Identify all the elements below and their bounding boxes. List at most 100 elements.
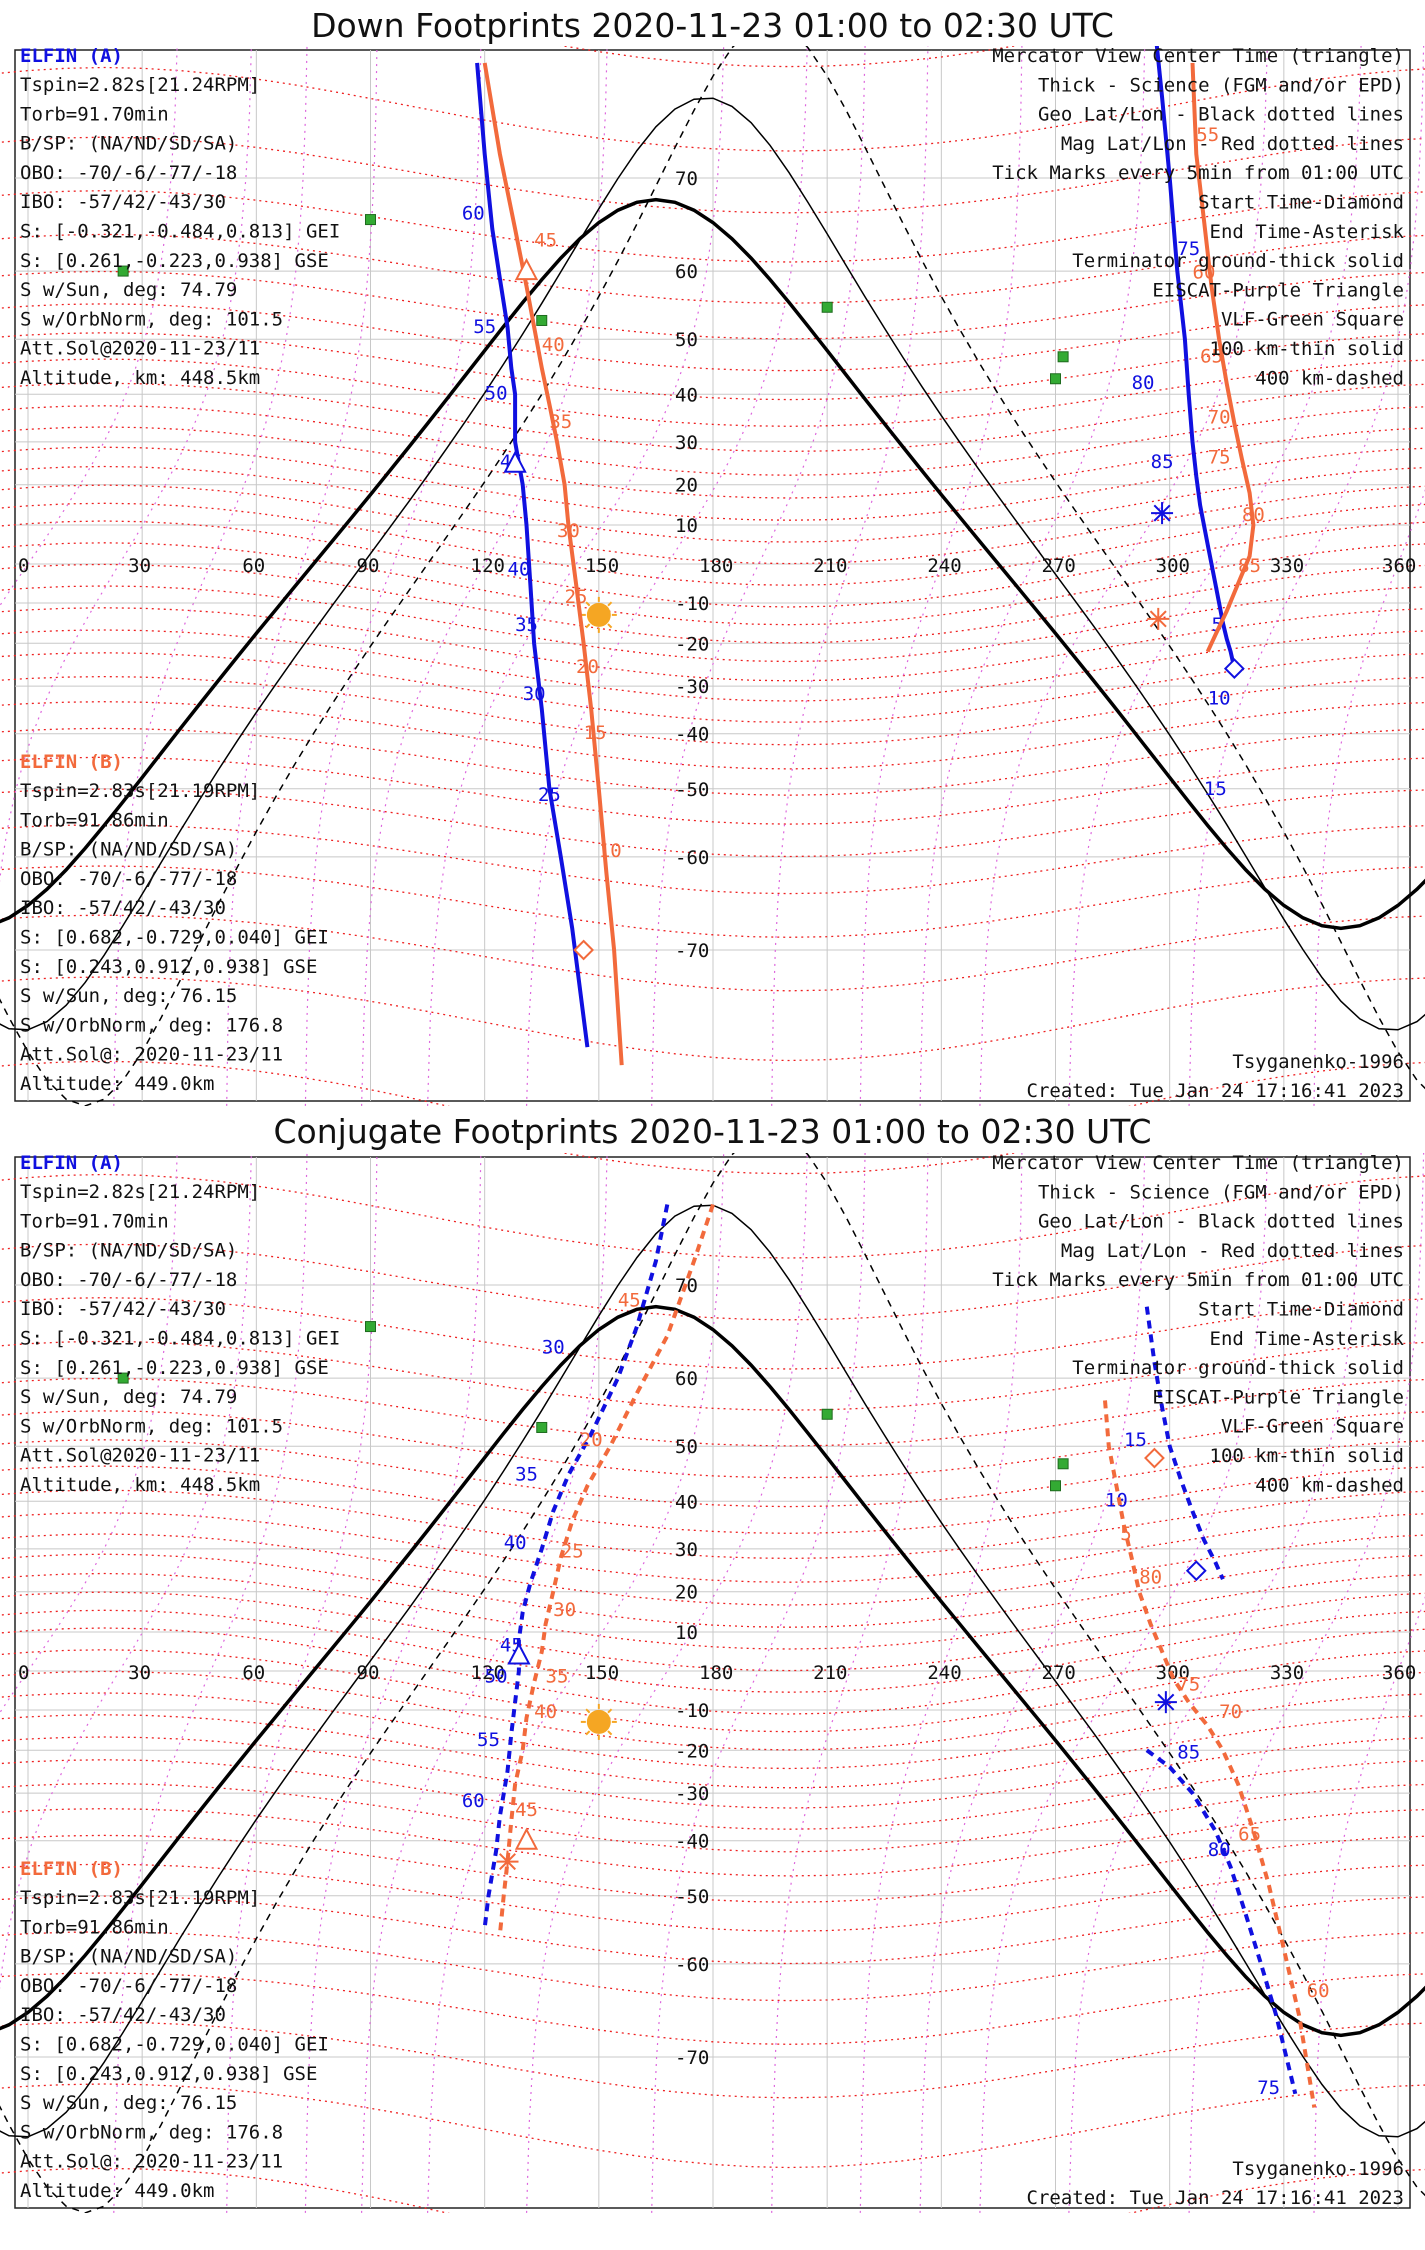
p2-elfin-a-track-a [482, 1204, 670, 1928]
p1-vlf-square [536, 314, 548, 326]
p2-elfin-a-track-c [1145, 1748, 1298, 2095]
p2-mag-lat-line [0, 1972, 1425, 2045]
p2-elfin-a-info-line: S w/OrbNorm, deg: 101.5 [20, 1415, 283, 1437]
p2-elfin-a-tick-label: 75 [1257, 2077, 1280, 2099]
p2-y-tick-label: 50 [675, 1436, 698, 1458]
p1-terminator-ground [0, 197, 1425, 931]
p2-elfin-a-tick-label: 40 [504, 1532, 527, 1554]
p1-mag-lat-line [0, 675, 1425, 746]
p1-elfin-a-tick-label: 40 [508, 559, 531, 581]
p1-x-tick-label: 120 [471, 555, 505, 577]
p1-mag-lat-line [0, 405, 1425, 476]
p1-x-tick-label: 60 [242, 555, 265, 577]
p1-elfin-b-track-b [1190, 62, 1256, 653]
p2-elfin-b-info-line: Tspin=2.83s[21.19RPM] [20, 1887, 260, 1909]
p1-mag-lat-line [0, 585, 1425, 663]
p1-mag-lat-line [0, 332, 1425, 401]
p1-elfin-b-info-line: B/SP: (NA/ND/SD/SA) [20, 839, 237, 861]
p1-elfin-b-name: ELFIN (B) [20, 751, 123, 773]
p1-y-tick-label: 30 [675, 432, 698, 454]
p2-legend-line: Mercator View Center Time (triangle) [992, 1153, 1404, 1174]
p1-mag-lat-line [0, 190, 1425, 263]
p2-elfin-a-info-line: S: [0.261,-0.223,0.938] GSE [20, 1357, 329, 1379]
p1-elfin-a-info-line: Altitude, km: 448.5km [20, 367, 260, 389]
p1-elfin-a-tick-label: 55 [473, 316, 496, 338]
p2-elfin-b-tick-label: 75 [1177, 1673, 1200, 1695]
p1-mag-lat-line [0, 502, 1425, 586]
p1-mag-lat-line [0, 914, 1425, 992]
p2-elfin-a-info-line: S w/Sun, deg: 74.79 [20, 1386, 237, 1408]
p1-x-tick-label: 150 [585, 555, 619, 577]
p1-elfin-b-start-diamond [573, 939, 595, 961]
p1-mag-lat-line [0, 66, 1425, 152]
p2-elfin-a-tick-label: 50 [485, 1666, 508, 1688]
p2-mag-lat-line [0, 1340, 1425, 1411]
p1-elfin-b-tick-label: 60 [1193, 262, 1216, 284]
p1-y-tick-label: -40 [675, 724, 709, 746]
p1-mag-lat-line [0, 976, 1425, 1062]
p2-mag-lat-line [0, 1377, 1425, 1447]
p2-mag-lat-line [0, 1591, 1425, 1672]
p2-mag-lat-line [0, 1173, 1425, 1259]
p2-legend-line: Terminator ground-thick solid [1072, 1357, 1404, 1379]
p2-y-tick-label: -30 [675, 1783, 709, 1805]
p1-elfin-b-tick-label: 15 [584, 722, 607, 744]
p2-elfin-a-tick-label: 55 [477, 1729, 500, 1751]
p2-elfin-a-info-line: OBO: -70/-6/-77/-18 [20, 1269, 237, 1291]
p1-elfin-b-info-line: S w/OrbNorm, deg: 176.8 [20, 1014, 283, 1036]
p1-elfin-b-info-line: Torb=91.86min [20, 809, 169, 831]
p1-mag-lon-line [0, 46, 178, 607]
p2-mag-lat-line [0, 1649, 1425, 1733]
p2-legend-line: 100 km-thin solid [1210, 1445, 1404, 1467]
p2-elfin-a-info-line: B/SP: (NA/ND/SD/SA) [20, 1240, 237, 1262]
p2-mag-lat-line [0, 2083, 1425, 2169]
p1-legend-line: End Time-Asterisk [1210, 221, 1405, 243]
p1-mag-lat-line [0, 465, 1425, 543]
p2-elfin-b-tick-label: 60 [1307, 1980, 1330, 2002]
p2-mag-lon-line [0, 1153, 178, 1714]
p2-model-label: Tsyganenko-1996 [1232, 2158, 1404, 2180]
p2-mag-lat-line [0, 1243, 1425, 1321]
p2-elfin-b-info-line: OBO: -70/-6/-77/-18 [20, 1975, 237, 1997]
p1-y-tick-label: 70 [675, 168, 698, 190]
p2-x-tick-label: 30 [128, 1662, 151, 1684]
p1-legend-line: Mercator View Center Time (triangle) [992, 46, 1404, 67]
p1-mag-lat-line [0, 701, 1425, 770]
p2-elfin-a-center-triangle [507, 1642, 531, 1665]
p1-legend-line: EISCAT-Purple Triangle [1152, 279, 1404, 301]
p1-x-tick-label: 90 [357, 555, 380, 577]
p2-elfin-b-tick-label: 45 [515, 1799, 538, 1821]
p1-vlf-square [117, 265, 129, 277]
p1-sun-ray [607, 601, 613, 607]
p1-elfin-a-tick-label: 35 [515, 614, 538, 636]
p1-mag-lat-line [0, 756, 1425, 825]
p1-elfin-b-tick-label: 45 [534, 230, 557, 252]
p2-mag-lat-line [0, 1808, 1425, 1877]
p1-y-tick-label: -10 [675, 593, 709, 615]
p2-elfin-a-tick-label: 35 [515, 1463, 538, 1485]
p2-elfin-b-tick-label: 70 [1219, 1701, 1242, 1723]
p2-mag-lat-line [0, 1834, 1425, 1903]
p1-x-tick-label: 180 [699, 555, 733, 577]
p2-elfin-b-center-triangle [514, 1827, 539, 1850]
p2-elfin-b-info-line: B/SP: (NA/ND/SD/SA) [20, 1946, 237, 1968]
p1-elfin-a-tick-label: 25 [538, 784, 561, 806]
p2-elfin-a-info-line: S: [-0.321,-0.484,0.813] GEI [20, 1328, 340, 1350]
p1-mag-lat-line [0, 233, 1425, 304]
p1-x-tick-label: 360 [1382, 555, 1416, 577]
p1-elfin-b-tick-label: 25 [565, 586, 588, 608]
p1-elfin-b-tick-label: 30 [557, 520, 580, 542]
p2-mag-lat-line [0, 1512, 1425, 1583]
p2-elfin-b-tick-label: 65 [1238, 1824, 1261, 1846]
p2-y-tick-label: 20 [675, 1582, 698, 1604]
p2-elfin-b-info-line: Torb=91.86min [20, 1916, 169, 1938]
p1-elfin-a-info-line: S w/Sun, deg: 74.79 [20, 279, 237, 301]
p2-mag-lat-line [0, 1553, 1425, 1628]
p1-elfin-a-end-asterisk [1153, 504, 1171, 522]
p2-mag-lat-line [0, 1714, 1425, 1789]
p2-legend-line: Start Time-Diamond [1198, 1299, 1404, 1321]
p2-elfin-b-tick-label: 25 [561, 1541, 584, 1563]
p1-elfin-b-info-line: Tspin=2.83s[21.19RPM] [20, 780, 260, 802]
p2-x-tick-label: 150 [585, 1662, 619, 1684]
p1-elfin-b-tick-label: 80 [1242, 504, 1265, 526]
